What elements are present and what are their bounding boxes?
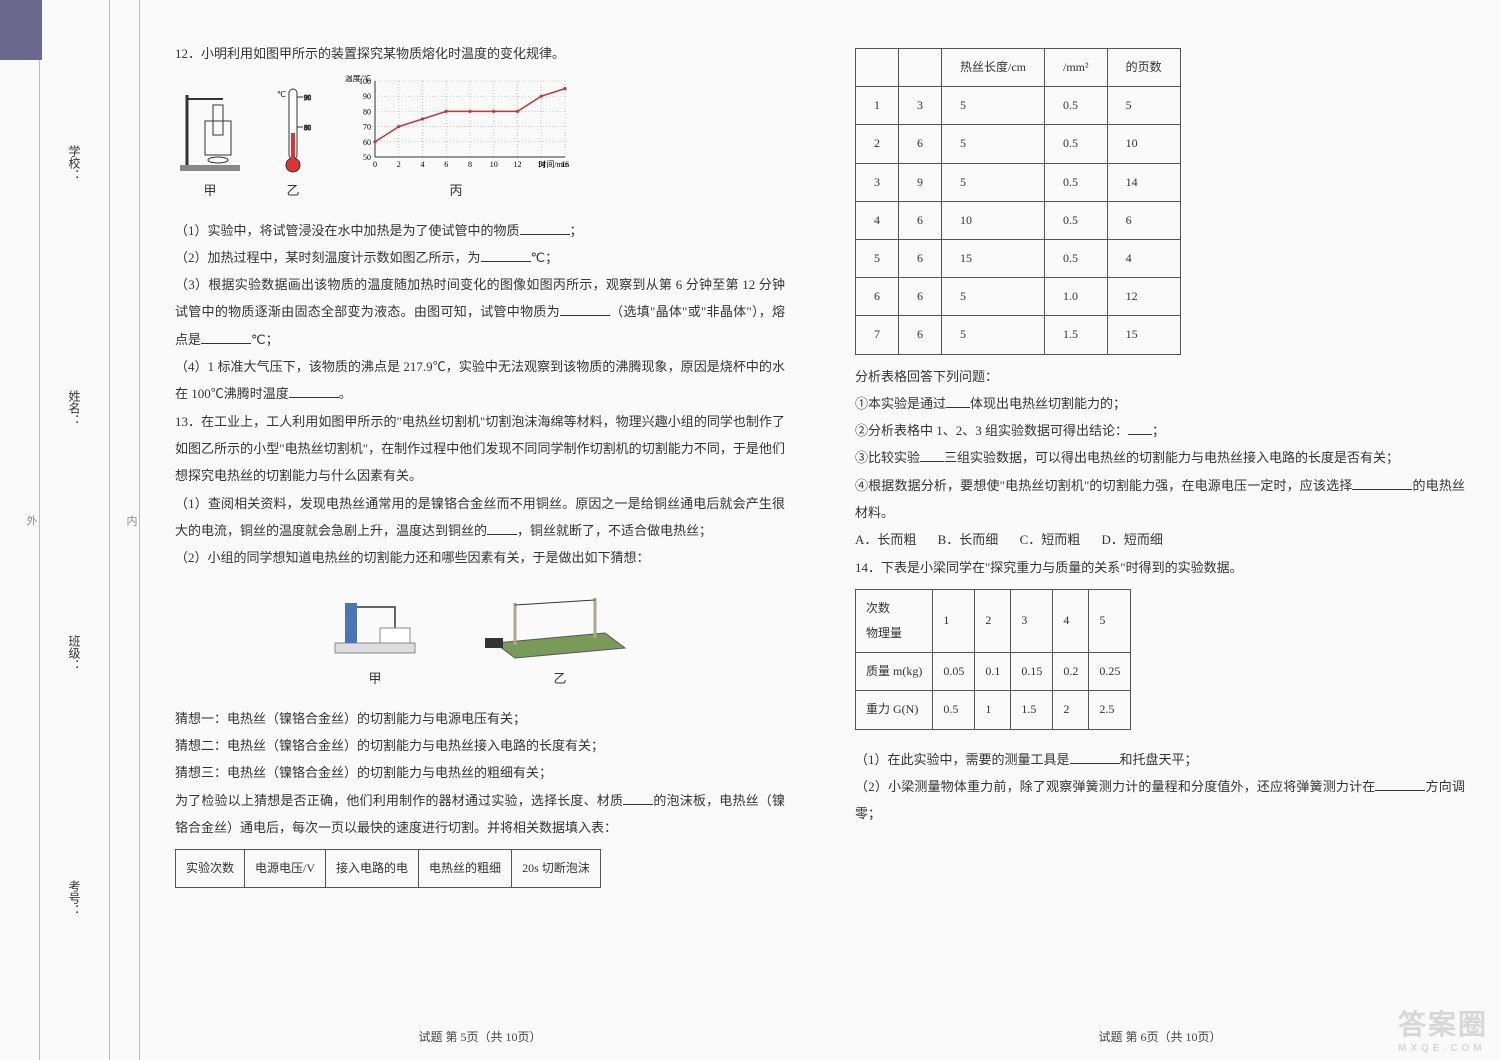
- svg-text:90: 90: [304, 94, 311, 102]
- corner-block: [0, 0, 42, 60]
- q13-fig-b: 乙: [485, 583, 635, 692]
- q14-p1: （1）在此实验中，需要的测量工具是和托盘天平；: [855, 746, 1465, 773]
- page-area: 12．小明利用如图甲所示的装置探究某物质熔化时温度的变化规律。 甲: [140, 0, 1500, 1060]
- page-5: 12．小明利用如图甲所示的装置探究某物质熔化时温度的变化规律。 甲: [140, 0, 820, 1060]
- svg-text:时间/min: 时间/min: [538, 159, 569, 169]
- q13-fig-a: 甲: [325, 583, 425, 692]
- q12-fig-b: ℃ 90 80 乙: [275, 85, 311, 204]
- q12-figures: 甲 ℃ 90 80 乙 50607080901000246810121: [175, 75, 785, 204]
- footer-p5: 试题 第 5页（共 10页）: [140, 1025, 820, 1050]
- svg-text:80: 80: [363, 108, 371, 117]
- analysis-3: ③比较实验三组实验数据，可以得出电热丝的切割能力与电热丝接入电路的长度是否有关；: [855, 444, 1465, 471]
- q12-stem: 12．小明利用如图甲所示的装置探究某物质熔化时温度的变化规律。: [175, 40, 785, 67]
- q13-table-head: 实验次数 电源电压/V 接入电路的电 电热丝的粗细 20s 切断泡沫: [175, 849, 601, 888]
- q13-g1: 猜想一：电热丝（镍铬合金丝）的切割能力与电源电压有关；: [175, 705, 785, 732]
- binding-outer-label: 外: [25, 515, 37, 546]
- q13-g3: 猜想三：电热丝（镍铬合金丝）的切割能力与电热丝的粗细有关；: [175, 759, 785, 786]
- q13-figures: 甲 乙: [175, 583, 785, 692]
- field-name: 姓名：: [44, 328, 105, 488]
- analysis-1: ①本实验是通过体现出电热丝切割能力的；: [855, 390, 1465, 417]
- svg-text:6: 6: [444, 160, 448, 169]
- svg-text:10: 10: [490, 160, 498, 169]
- binding-outer: 外: [0, 0, 40, 1060]
- svg-text:80: 80: [304, 124, 311, 132]
- q12-p1: （1）实验中，将试管浸没在水中加热是为了使试管中的物质；: [175, 217, 785, 244]
- field-school: 学校：: [44, 83, 105, 243]
- student-info-strip: 学校： 姓名： 班级： 考号：: [40, 0, 110, 1060]
- q12-fig-c-chart: 50607080901000246810121416温度/℃时间/min 丙: [341, 75, 571, 204]
- svg-text:温度/℃: 温度/℃: [345, 75, 371, 83]
- q14-table: 次数 物理量12345质量 m(kg)0.050.10.150.20.25重力 …: [855, 589, 1131, 730]
- svg-text:12: 12: [514, 160, 522, 169]
- svg-text:4: 4: [421, 160, 425, 169]
- q13-data-table: 热丝长度/cm/mm²的页数1350.552650.5103950.514461…: [855, 48, 1181, 355]
- q13-choices: A．长而粗 B．长而细 C．短而粗 D．短而细: [855, 526, 1465, 553]
- q13-p2: （2）小组的同学想知道电热丝的切割能力还和哪些因素有关，于是做出如下猜想：: [175, 544, 785, 571]
- analysis-4: ④根据数据分析，要想使"电热丝切割机"的切割能力强，在电源电压一定时，应该选择的…: [855, 472, 1465, 527]
- analysis-lead: 分析表格回答下列问题：: [855, 363, 1465, 390]
- watermark: 答案圈 MXQE.COM: [1398, 1003, 1488, 1054]
- analysis-2: ②分析表格中 1、2、3 组实验数据可得出结论：；: [855, 417, 1465, 444]
- q14-p2: （2）小梁测量物体重力前，除了观察弹簧测力计的量程和分度值外，还应将弹簧测力计在…: [855, 773, 1465, 828]
- q12-fig-a: 甲: [175, 85, 245, 204]
- svg-text:60: 60: [363, 138, 371, 147]
- q13-g2: 猜想二：电热丝（镍铬合金丝）的切割能力与电热丝接入电路的长度有关；: [175, 732, 785, 759]
- svg-text:8: 8: [468, 160, 472, 169]
- q13-p1: （1）查阅相关资料，发现电热丝通常用的是镍铬合金丝而不用铜丝。原因之一是给铜丝通…: [175, 490, 785, 545]
- svg-text:℃: ℃: [277, 90, 286, 99]
- svg-text:2: 2: [397, 160, 401, 169]
- q12-p4: （4）1 标准大气压下，该物质的沸点是 217.9℃，实验中无法观察到该物质的沸…: [175, 353, 785, 408]
- q13-stem: 13．在工业上，工人利用如图甲所示的"电热丝切割机"切割泡沫海绵等材料，物理兴趣…: [175, 408, 785, 490]
- q12-p2: （2）加热过程中，某时刻温度计示数如图乙所示，为℃；: [175, 244, 785, 271]
- binding-inner-label: 内: [125, 515, 137, 546]
- field-class: 班级：: [44, 573, 105, 733]
- svg-text:0: 0: [373, 160, 377, 169]
- page-6: 热丝长度/cm/mm²的页数1350.552650.5103950.514461…: [820, 0, 1500, 1060]
- field-number: 考号：: [44, 818, 105, 978]
- q13-p3: 为了检验以上猜想是否正确，他们利用制作的器材通过实验，选择长度、材质的泡沫板，电…: [175, 787, 785, 842]
- binding-inner: 内: [110, 0, 140, 1060]
- svg-text:50: 50: [363, 153, 371, 162]
- q14-stem: 14．下表是小梁同学在"探究重力与质量的关系"时得到的实验数据。: [855, 554, 1465, 581]
- svg-text:90: 90: [363, 92, 371, 101]
- svg-text:70: 70: [363, 123, 371, 132]
- q12-p3: （3）根据实验数据画出该物质的温度随加热时间变化的图像如图丙所示，观察到从第 6…: [175, 271, 785, 353]
